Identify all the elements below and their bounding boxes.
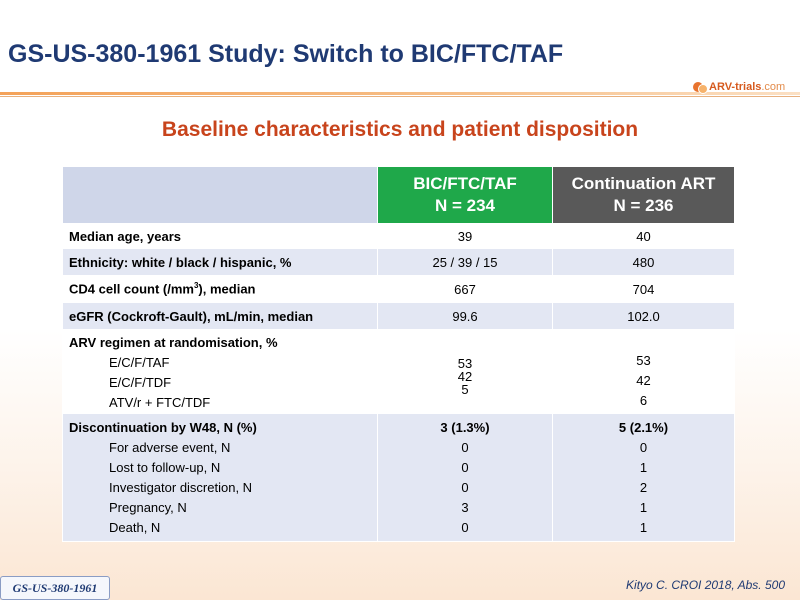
discontinuation-item-adverse: For adverse event, N bbox=[109, 440, 231, 455]
discontinuation-item-lost: Lost to follow-up, N bbox=[109, 460, 221, 475]
row-label: Discontinuation by W48, N (%) For advers… bbox=[62, 413, 378, 542]
arm1-value: 39 bbox=[377, 223, 553, 249]
header-arm1-n: N = 234 bbox=[434, 196, 495, 215]
arm1-value: 99.6 bbox=[377, 302, 553, 330]
table-row-egfr: eGFR (Cockroft-Gault), mL/min, median 99… bbox=[62, 302, 735, 330]
regimen-item-ecftaf: E/C/F/TAF bbox=[109, 355, 170, 370]
discontinuation-item-pregnancy: Pregnancy, N bbox=[109, 500, 187, 515]
table-row-ethnicity: Ethnicity: white / black / hispanic, % 2… bbox=[62, 248, 735, 276]
arm2-value: 5 (2.1%) 0 1 2 1 1 bbox=[552, 413, 735, 542]
row-label: eGFR (Cockroft-Gault), mL/min, median bbox=[62, 302, 378, 330]
header-blank-cell bbox=[62, 166, 378, 224]
arm2-value: 102.0 bbox=[552, 302, 735, 330]
title-divider-thin bbox=[0, 96, 800, 97]
row-label: Ethnicity: white / black / hispanic, % bbox=[62, 248, 378, 276]
header-bic-ftc-taf: BIC/FTC/TAF N = 234 bbox=[377, 166, 553, 224]
logo-text: ARV-trials.com bbox=[709, 81, 786, 93]
discontinuation-heading: Discontinuation by W48, N (%) bbox=[69, 420, 257, 435]
header-continuation-art: Continuation ART N = 236 bbox=[552, 166, 735, 224]
header-arm2-n: N = 236 bbox=[613, 196, 674, 215]
header-arm2-name: Continuation ART bbox=[571, 174, 716, 193]
discontinuation-item-investigator: Investigator discretion, N bbox=[109, 480, 253, 495]
regimen-heading: ARV regimen at randomisation, % bbox=[69, 335, 278, 350]
regimen-item-ecftdf: E/C/F/TDF bbox=[109, 375, 172, 390]
regimen-item-atvr: ATV/r + FTC/TDF bbox=[109, 395, 211, 410]
arm2-value: 40 bbox=[552, 223, 735, 249]
row-label: ARV regimen at randomisation, % E/C/F/TA… bbox=[62, 329, 378, 414]
table-row-cd4: CD4 cell count (/mm3), median 667 704 bbox=[62, 275, 735, 303]
logo-icon bbox=[693, 81, 708, 94]
table-row-arv-regimen: ARV regimen at randomisation, % E/C/F/TA… bbox=[62, 329, 735, 414]
table-row-median-age: Median age, years 39 40 bbox=[62, 223, 735, 249]
arm2-value: 53 42 6 bbox=[552, 329, 735, 414]
table-row-discontinuation: Discontinuation by W48, N (%) For advers… bbox=[62, 413, 735, 542]
citation: Kityo C. CROI 2018, Abs. 500 bbox=[626, 578, 785, 592]
arm1-value: 53 42 5 bbox=[377, 329, 553, 414]
title-divider bbox=[0, 92, 800, 95]
row-label: CD4 cell count (/mm3), median bbox=[62, 275, 378, 303]
arm1-value: 667 bbox=[377, 275, 553, 303]
slide-subtitle: Baseline characteristics and patient dis… bbox=[161, 118, 639, 141]
slide-title: GS-US-380-1961 Study: Switch to BIC/FTC/… bbox=[8, 40, 564, 68]
arm1-value: 25 / 39 / 15 bbox=[377, 248, 553, 276]
study-tag: GS-US-380-1961 bbox=[0, 576, 110, 600]
arm1-value: 3 (1.3%) 0 0 0 3 0 bbox=[377, 413, 553, 542]
table-header-row: BIC/FTC/TAF N = 234 Continuation ART N =… bbox=[62, 166, 735, 224]
arv-trials-logo: ARV-trials.com bbox=[693, 78, 797, 96]
row-label: Median age, years bbox=[62, 223, 378, 249]
discontinuation-item-death: Death, N bbox=[109, 520, 161, 535]
header-arm1-name: BIC/FTC/TAF bbox=[413, 174, 517, 193]
arm2-value: 480 bbox=[552, 248, 735, 276]
baseline-table: BIC/FTC/TAF N = 234 Continuation ART N =… bbox=[62, 166, 735, 542]
arm2-value: 704 bbox=[552, 275, 735, 303]
